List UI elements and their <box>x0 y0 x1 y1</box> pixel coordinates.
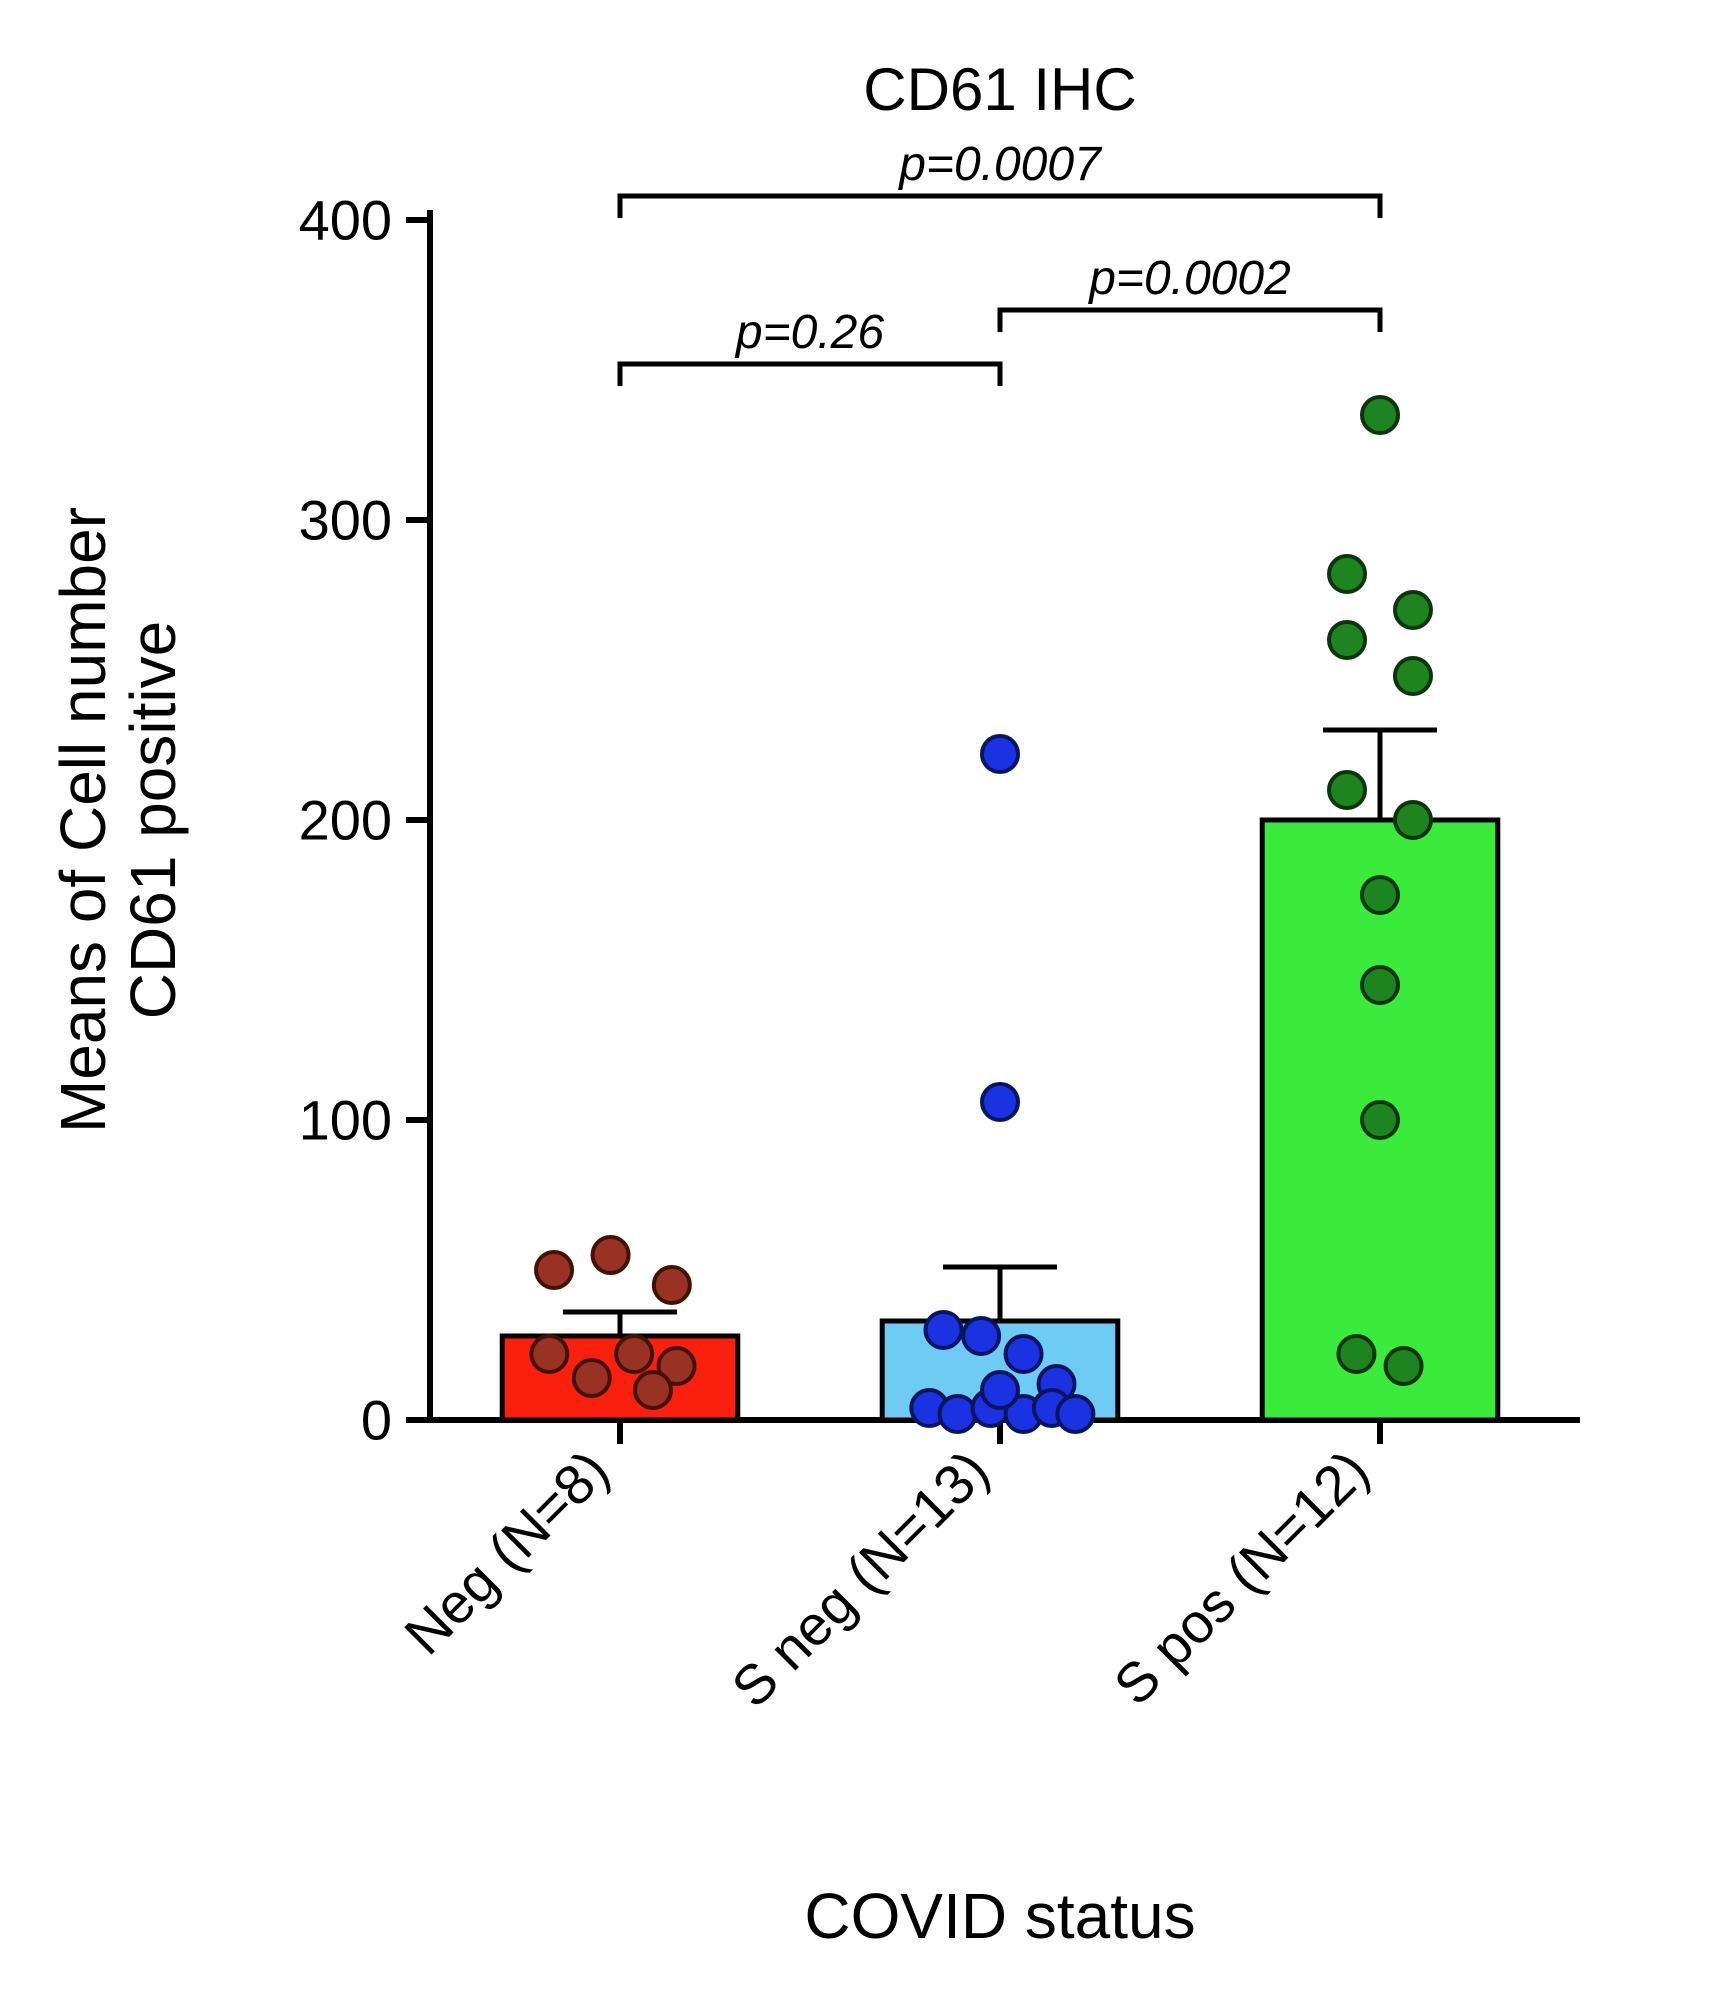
data-point <box>1338 1336 1374 1372</box>
data-point <box>531 1336 567 1372</box>
chart-title: CD61 IHC <box>863 56 1136 123</box>
data-point <box>654 1267 690 1303</box>
data-point <box>982 736 1018 772</box>
chart-container: CD61 IHC0100200300400Neg (N=8)S neg (N=1… <box>0 0 1721 2008</box>
data-point <box>635 1372 671 1408</box>
data-point <box>1395 658 1431 694</box>
data-point <box>1006 1336 1042 1372</box>
data-point <box>1362 1102 1398 1138</box>
y-tick-label: 0 <box>361 1389 392 1452</box>
data-point <box>536 1252 572 1288</box>
data-point <box>1362 397 1398 433</box>
data-point <box>1329 556 1365 592</box>
data-point <box>593 1237 629 1273</box>
data-point <box>982 1084 1018 1120</box>
data-point <box>616 1336 652 1372</box>
x-axis-label: COVID status <box>804 1880 1195 1952</box>
y-tick-label: 300 <box>299 489 392 552</box>
data-point <box>1362 877 1398 913</box>
data-point <box>1057 1396 1093 1432</box>
data-point <box>925 1312 961 1348</box>
data-point <box>963 1318 999 1354</box>
p-value-label: p=0.26 <box>734 306 884 359</box>
y-tick-label: 100 <box>299 1089 392 1152</box>
p-value-label: p=0.0002 <box>1087 252 1291 305</box>
chart-svg: CD61 IHC0100200300400Neg (N=8)S neg (N=1… <box>0 0 1721 2008</box>
y-tick-label: 200 <box>299 789 392 852</box>
data-point <box>1395 592 1431 628</box>
data-point <box>1386 1348 1422 1384</box>
data-point <box>1329 772 1365 808</box>
data-point <box>940 1396 976 1432</box>
data-point <box>1329 622 1365 658</box>
p-value-label: p=0.0007 <box>897 138 1103 191</box>
data-point <box>574 1360 610 1396</box>
data-point <box>982 1372 1018 1408</box>
data-point <box>1395 802 1431 838</box>
data-point <box>1362 967 1398 1003</box>
y-tick-label: 400 <box>299 189 392 252</box>
